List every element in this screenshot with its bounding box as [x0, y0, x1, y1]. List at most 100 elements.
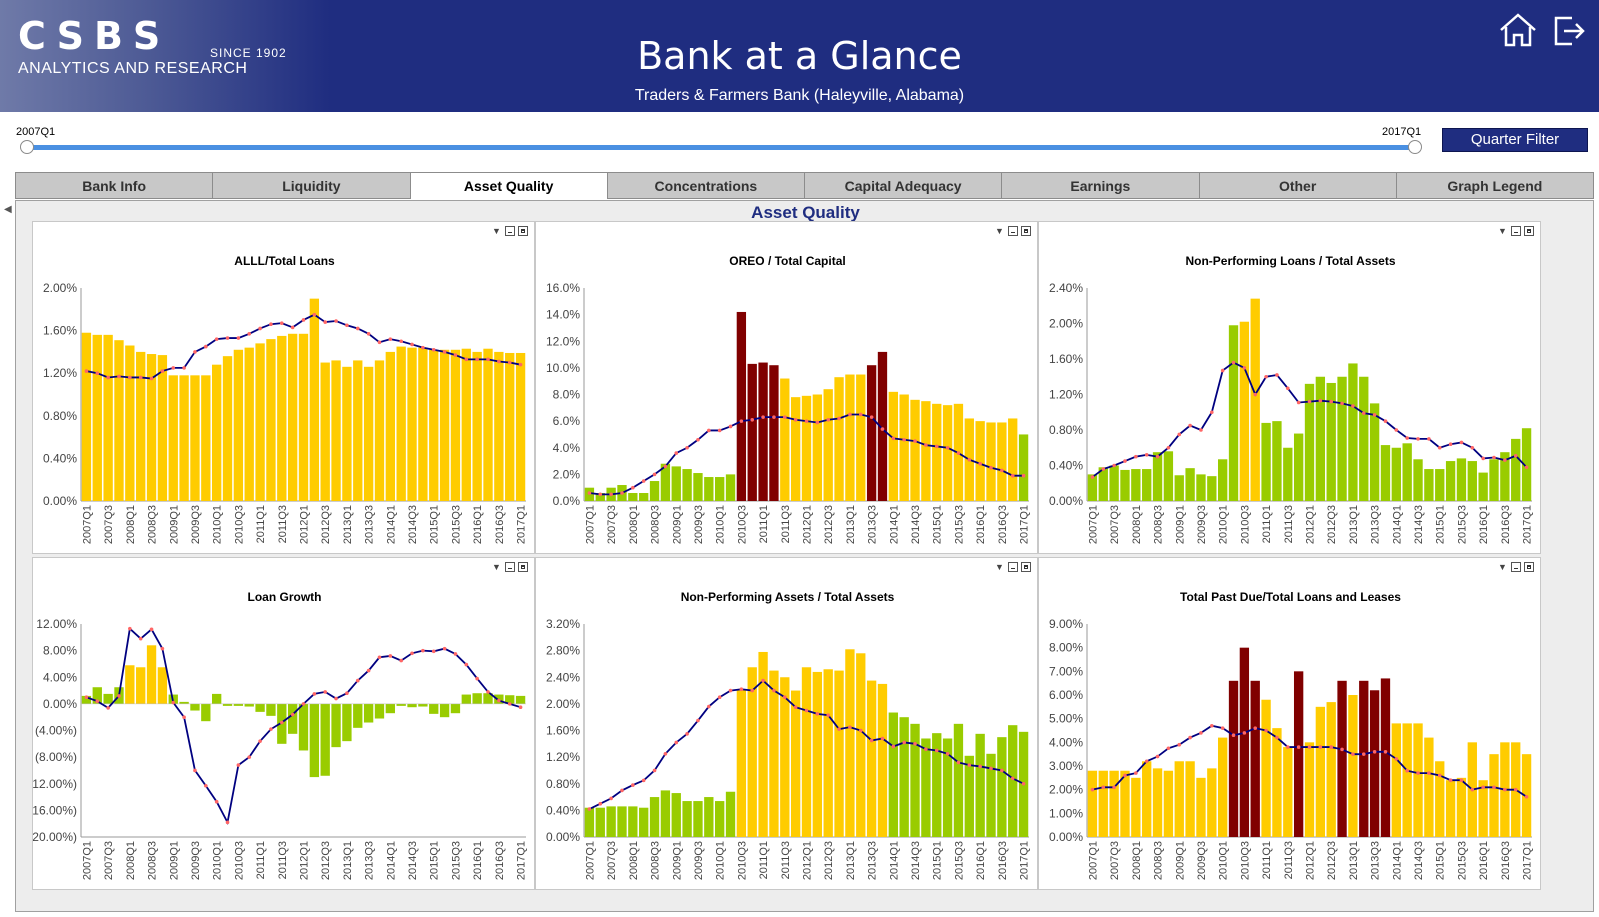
chart-bar[interactable] [277, 335, 287, 501]
chart-bar[interactable] [1087, 474, 1098, 502]
tab-earnings[interactable]: Earnings [1001, 172, 1199, 199]
chart-bar[interactable] [461, 348, 471, 501]
chart-bar[interactable] [888, 712, 898, 837]
chart-point[interactable] [587, 491, 592, 495]
chart-point[interactable] [967, 457, 972, 462]
chart-point[interactable] [782, 415, 787, 419]
chart-bar[interactable] [1152, 768, 1163, 837]
chart-point[interactable] [1296, 400, 1301, 405]
chart-point[interactable] [1134, 771, 1138, 775]
chart-point[interactable] [442, 350, 447, 354]
chart-point[interactable] [204, 783, 208, 788]
chart-point[interactable] [891, 436, 896, 441]
chart-point[interactable] [1090, 475, 1095, 479]
chart-bar[interactable] [758, 651, 768, 837]
chart-point[interactable] [772, 688, 776, 693]
chart-bar[interactable] [222, 703, 233, 706]
tab-other[interactable]: Other [1198, 172, 1396, 199]
chart-bar[interactable] [190, 375, 200, 501]
chart-bar[interactable] [1337, 376, 1347, 501]
chart-point[interactable] [631, 485, 635, 490]
chart-bar[interactable] [725, 474, 736, 502]
chart-point[interactable] [507, 360, 512, 365]
chart-bar[interactable] [736, 689, 747, 837]
chart-point[interactable] [464, 357, 469, 362]
chart-bar[interactable] [320, 362, 330, 501]
chart-point[interactable] [84, 695, 89, 700]
chart-bar[interactable] [1163, 451, 1174, 501]
chart-bar[interactable] [942, 738, 953, 837]
chart-bar[interactable] [439, 349, 450, 501]
maximize-icon[interactable] [518, 562, 528, 572]
chart-bar[interactable] [910, 399, 920, 501]
chart-bar[interactable] [1424, 737, 1434, 837]
chart-point[interactable] [815, 420, 820, 425]
chart-point[interactable] [717, 428, 722, 433]
chart-point[interactable] [934, 444, 939, 449]
chart-bar[interactable] [1369, 690, 1380, 837]
chart-bar[interactable] [1359, 376, 1369, 501]
chart-point[interactable] [728, 424, 733, 429]
chart-bar[interactable] [331, 360, 341, 501]
chart-bar[interactable] [888, 391, 898, 501]
chart-bar[interactable] [92, 334, 102, 501]
chart-point[interactable] [1481, 456, 1485, 461]
chart-bar[interactable] [1456, 777, 1467, 837]
chart-bar[interactable] [639, 493, 649, 501]
chart-bar[interactable] [682, 469, 692, 501]
chart-point[interactable] [204, 344, 208, 349]
chart-bar[interactable] [103, 693, 113, 704]
chart-bar[interactable] [823, 389, 833, 501]
chart-point[interactable] [355, 678, 360, 683]
chart-point[interactable] [848, 725, 852, 729]
chart-bar[interactable] [747, 667, 757, 837]
chart-point[interactable] [518, 362, 523, 367]
chart-point[interactable] [1144, 453, 1149, 457]
chart-point[interactable] [1123, 773, 1127, 778]
chart-point[interactable] [410, 651, 414, 656]
chart-point[interactable] [1275, 373, 1279, 377]
chart-point[interactable] [1448, 442, 1453, 446]
chart-point[interactable] [945, 445, 950, 450]
chart-point[interactable] [1416, 771, 1420, 775]
chart-bar[interactable] [1435, 761, 1445, 837]
chart-bar[interactable] [1109, 770, 1119, 837]
chart-point[interactable] [1437, 445, 1442, 450]
chart-bar[interactable] [157, 667, 168, 704]
chart-bar[interactable] [233, 703, 244, 706]
chart-point[interactable] [225, 820, 230, 825]
chart-bar[interactable] [1478, 472, 1488, 501]
chart-bar[interactable] [899, 717, 909, 837]
chart-point[interactable] [1361, 752, 1366, 756]
chart-bar[interactable] [1098, 467, 1108, 501]
chart-point[interactable] [279, 720, 284, 725]
chart-bar[interactable] [921, 401, 931, 501]
chart-point[interactable] [1101, 785, 1106, 790]
chart-bar[interactable] [515, 695, 526, 704]
chart-point[interactable] [891, 744, 896, 749]
chart-bar[interactable] [1174, 475, 1184, 501]
chart-point[interactable] [1416, 437, 1420, 441]
chart-bar[interactable] [856, 653, 866, 837]
chart-point[interactable] [1448, 778, 1453, 782]
chart-point[interactable] [924, 747, 928, 751]
chart-bar[interactable] [649, 481, 660, 501]
chart-point[interactable] [1513, 787, 1518, 792]
chart-bar[interactable] [1413, 723, 1423, 837]
chart-point[interactable] [258, 739, 262, 743]
chart-point[interactable] [739, 419, 744, 423]
chart-bar[interactable] [823, 669, 833, 837]
chart-point[interactable] [989, 465, 993, 470]
chart-point[interactable] [1010, 473, 1015, 478]
chart-point[interactable] [913, 439, 917, 443]
chart-point[interactable] [837, 416, 841, 421]
chart-bar[interactable] [932, 403, 942, 501]
chart-point[interactable] [793, 417, 798, 422]
chart-bar[interactable] [233, 349, 244, 501]
chart-point[interactable] [978, 764, 982, 769]
chart-point[interactable] [663, 752, 668, 756]
chart-point[interactable] [1318, 398, 1323, 403]
chart-point[interactable] [826, 417, 831, 422]
chart-bar[interactable] [866, 680, 877, 837]
chart-point[interactable] [334, 696, 338, 701]
